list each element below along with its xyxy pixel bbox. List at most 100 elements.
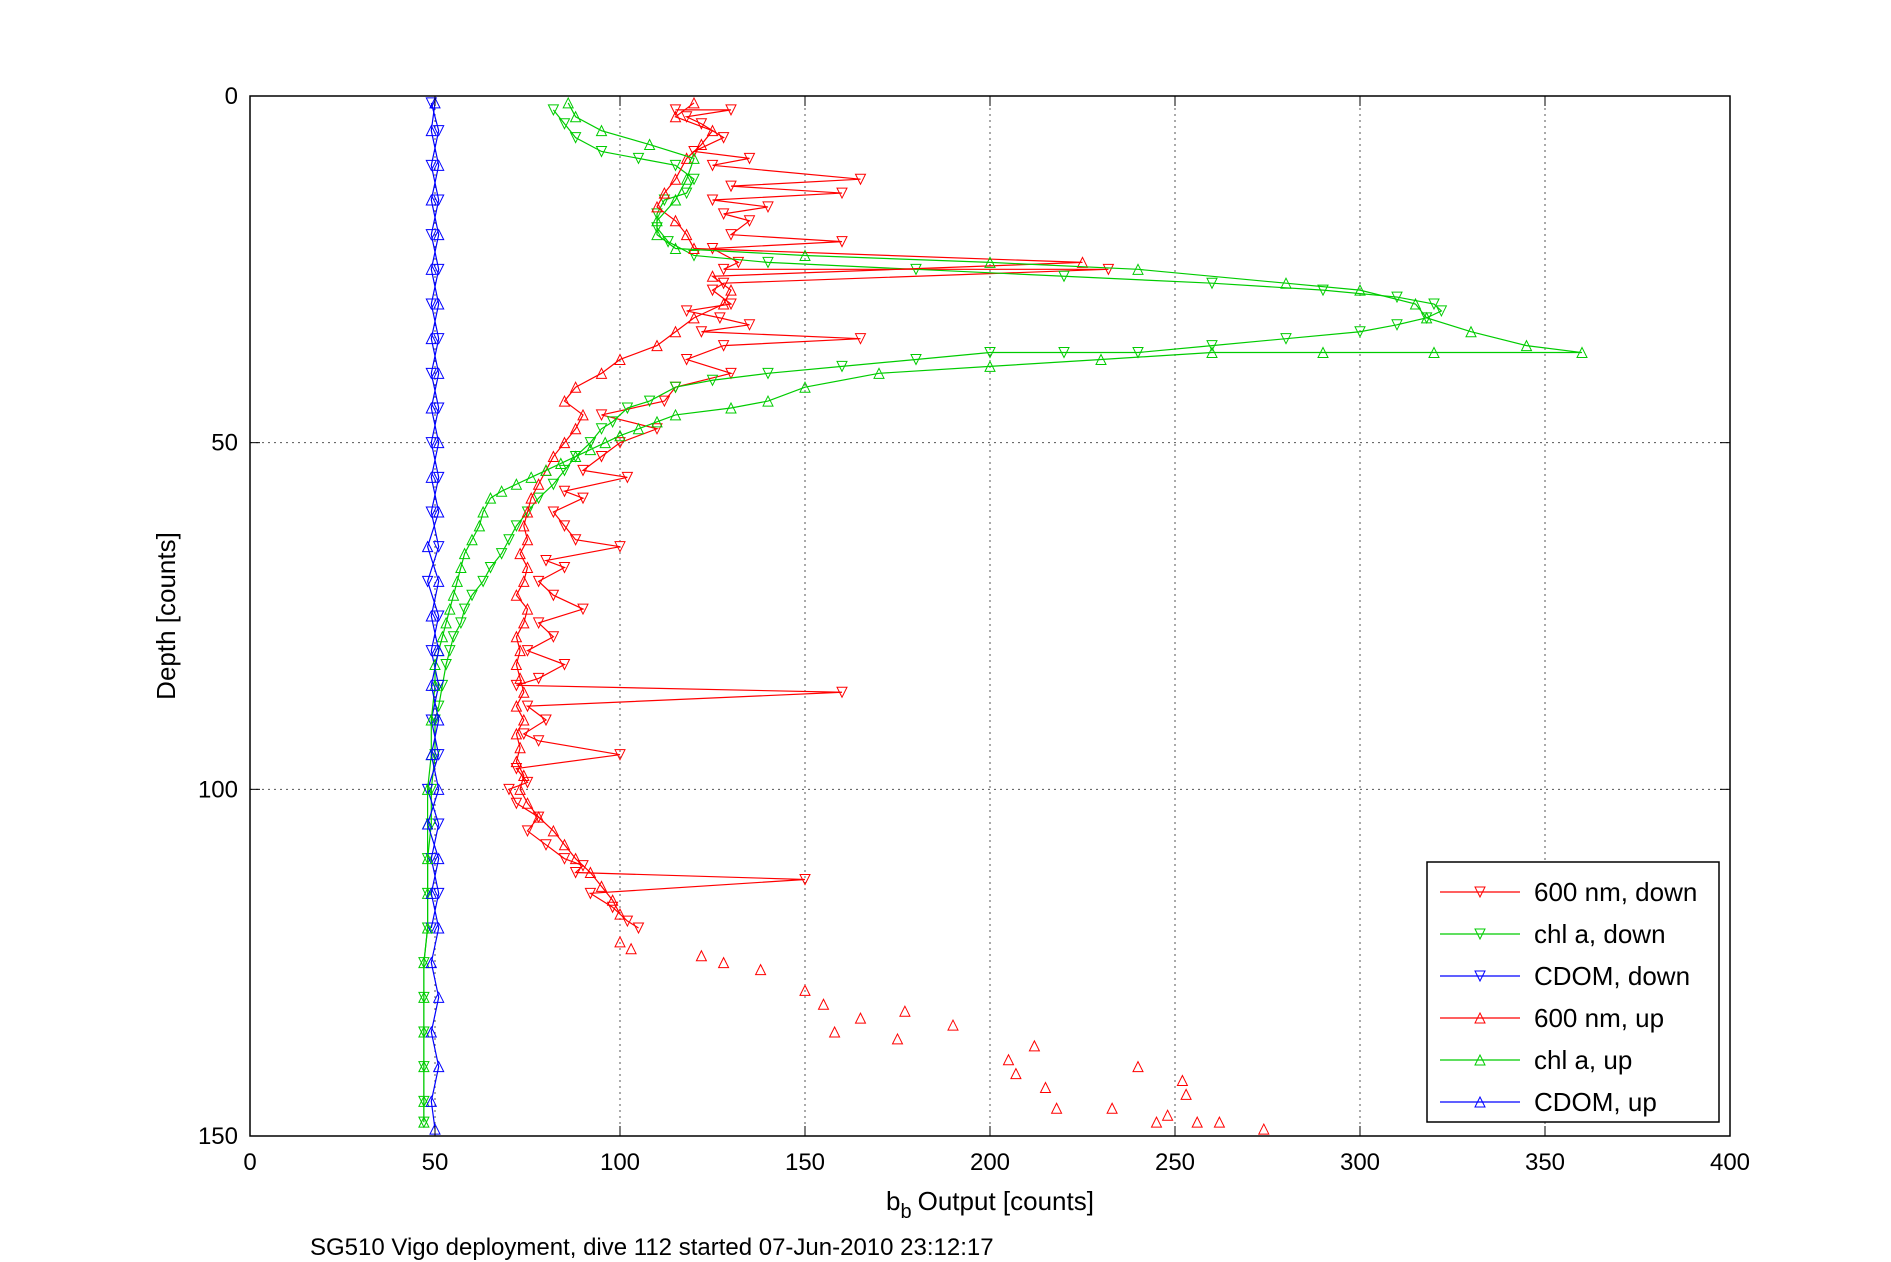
- data-point: [432, 125, 445, 137]
- data-point: [562, 96, 575, 109]
- data-point: [558, 561, 571, 574]
- y-tick-label: 100: [198, 776, 238, 803]
- data-point: [540, 714, 552, 727]
- data-point: [743, 152, 756, 165]
- data-point: [651, 423, 663, 435]
- ticks: 0 50 100 150 200 250 300 350 400 0 50 100 150: [198, 83, 1750, 1176]
- data-point: [432, 818, 445, 831]
- legend-label: chl a, up: [1534, 1045, 1632, 1075]
- data-point: [606, 894, 619, 906]
- data-point: [521, 561, 534, 573]
- data-point: [432, 575, 445, 587]
- data-point: [521, 797, 534, 809]
- data-point: [947, 1018, 959, 1031]
- legend-label: 600 nm, up: [1534, 1003, 1664, 1033]
- data-point: [799, 249, 811, 261]
- data-point: [1176, 1074, 1189, 1087]
- data-point: [984, 347, 996, 359]
- data-point: [762, 394, 774, 407]
- x-tick-label: 100: [600, 1149, 640, 1176]
- data-point: [510, 658, 523, 671]
- data-point: [725, 298, 737, 311]
- legend-marker: [1474, 1011, 1486, 1024]
- series-line: [508, 109, 1109, 929]
- data-point: [584, 866, 597, 879]
- data-point: [688, 242, 700, 255]
- data-point: [595, 880, 608, 892]
- data-point: [1161, 1109, 1174, 1121]
- data-point: [725, 229, 737, 241]
- data-point: [521, 700, 534, 713]
- data-point: [466, 533, 478, 546]
- data-point: [584, 443, 597, 456]
- data-point: [521, 533, 534, 546]
- data-point: [1428, 298, 1440, 311]
- data-point: [1206, 277, 1218, 290]
- data-point: [547, 589, 560, 602]
- data-point: [1280, 277, 1292, 289]
- data-point: [547, 506, 560, 519]
- data-point: [643, 395, 656, 408]
- data-point: [577, 408, 589, 421]
- data-point: [477, 575, 489, 588]
- data-point: [717, 340, 730, 352]
- x-axis-label: bb Output [counts]: [886, 1186, 1094, 1223]
- data-point: [558, 436, 571, 449]
- data-point: [706, 270, 719, 282]
- data-point: [432, 194, 445, 207]
- data-point: [595, 145, 608, 158]
- data-point: [754, 963, 767, 976]
- data-point: [651, 200, 663, 213]
- data-point: [569, 132, 582, 144]
- data-point: [799, 873, 811, 886]
- series-line: [426, 102, 440, 1130]
- legend: 600 nm, down chl a, down CDOM, down 600 nm,…: [1426, 861, 1720, 1123]
- data-point: [421, 783, 434, 795]
- y-tick-label: 0: [225, 83, 238, 110]
- data-point: [1465, 325, 1477, 338]
- data-point: [432, 887, 445, 900]
- legend-marker: [1474, 1053, 1486, 1066]
- data-point: [540, 839, 552, 851]
- data-point: [569, 110, 582, 123]
- data-point: [717, 297, 730, 310]
- data-point: [484, 492, 497, 504]
- data-point: [717, 956, 730, 969]
- data-point: [725, 180, 737, 193]
- data-point: [732, 256, 745, 269]
- legend-marker: [1474, 1095, 1486, 1108]
- data-point: [547, 824, 560, 837]
- data-point: [614, 749, 626, 761]
- data-point: [432, 921, 445, 934]
- data-point: [584, 437, 597, 449]
- data-point: [517, 616, 530, 629]
- data-point: [421, 575, 434, 588]
- data-point: [547, 450, 560, 463]
- data-point: [525, 492, 538, 504]
- x-tick-label: 250: [1155, 1149, 1195, 1176]
- series-layer: [418, 96, 1588, 1135]
- data-point: [725, 284, 737, 296]
- data-point: [706, 194, 719, 207]
- legend-item: chl a, up: [1440, 1045, 1632, 1075]
- data-point: [432, 991, 445, 1003]
- data-point: [466, 589, 478, 602]
- x-tick-label: 150: [785, 1149, 825, 1176]
- data-point: [817, 998, 830, 1010]
- series-600-nm-up: [510, 96, 1089, 920]
- data-point: [425, 679, 438, 691]
- data-point: [984, 256, 996, 268]
- data-point: [743, 319, 756, 331]
- data-point: [669, 242, 682, 255]
- data-point: [680, 152, 693, 164]
- data-point: [614, 437, 626, 449]
- data-point: [432, 333, 445, 345]
- data-point: [828, 1025, 841, 1038]
- data-point: [425, 229, 438, 241]
- data-point: [503, 783, 515, 796]
- data-point: [836, 360, 848, 373]
- data-point: [743, 215, 756, 227]
- data-point: [669, 159, 682, 172]
- data-point: [525, 471, 538, 483]
- data-point: [680, 187, 693, 200]
